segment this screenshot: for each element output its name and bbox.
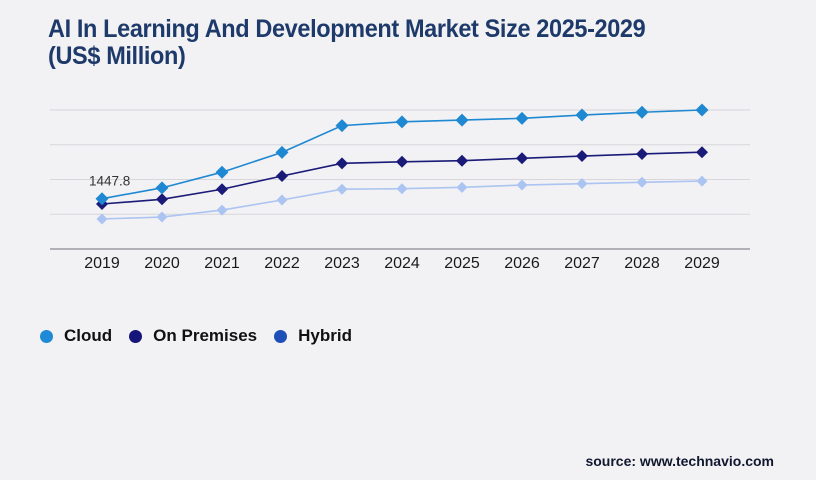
- legend-label-cloud: Cloud: [64, 326, 113, 345]
- legend-marker-on-premises-icon: [129, 329, 143, 343]
- data-point-hybrid-2020: [156, 211, 168, 223]
- data-point-hybrid-2024: [396, 183, 408, 195]
- data-point-hybrid-2019: [96, 213, 108, 225]
- legend-item-on-premises: On Premises: [129, 326, 257, 346]
- legend-marker-hybrid-icon: [274, 329, 288, 343]
- data-point-on-premises-2023: [336, 157, 348, 170]
- x-axis-label: 2025: [444, 255, 480, 272]
- page-title-line2: (US$ Million): [48, 42, 186, 70]
- x-axis-label: 2029: [684, 255, 720, 272]
- data-point-hybrid-2022: [276, 194, 288, 206]
- data-point-cloud-2026: [515, 111, 529, 125]
- legend-marker-cloud-icon: [40, 329, 53, 343]
- x-axis-label: 2027: [564, 255, 600, 272]
- x-axis-label: 2021: [204, 255, 240, 272]
- data-point-hybrid-2023: [336, 183, 348, 195]
- data-point-cloud-2022: [275, 145, 289, 159]
- x-axis-label: 2022: [264, 255, 300, 272]
- data-point-on-premises-2027: [576, 150, 588, 163]
- data-point-on-premises-2025: [456, 154, 468, 167]
- data-point-cloud-2021: [215, 165, 229, 179]
- data-point-on-premises-2021: [216, 183, 228, 196]
- data-point-cloud-2019: [95, 192, 109, 206]
- x-axis-label: 2024: [384, 255, 420, 272]
- x-axis-label: 2019: [84, 255, 120, 272]
- chart-legend: Cloud On Premises Hybrid: [40, 326, 352, 346]
- data-point-hybrid-2025: [456, 181, 468, 193]
- annotation-value-label: 1447.8: [89, 174, 130, 189]
- data-point-on-premises-2022: [276, 170, 288, 183]
- data-point-hybrid-2021: [216, 204, 228, 216]
- data-point-cloud-2029: [695, 103, 709, 117]
- data-point-on-premises-2024: [396, 155, 408, 168]
- data-point-on-premises-2026: [516, 152, 528, 165]
- data-point-on-premises-2029: [696, 146, 708, 159]
- page-title-line1: AI In Learning And Development Market Si…: [48, 15, 646, 43]
- x-axis-label: 2028: [624, 255, 660, 272]
- data-point-hybrid-2026: [516, 179, 528, 191]
- page-title: AI In Learning And Development Market Si…: [48, 16, 762, 70]
- data-point-on-premises-2020: [156, 193, 168, 206]
- legend-item-hybrid: Hybrid: [274, 326, 352, 346]
- data-point-hybrid-2029: [696, 175, 708, 187]
- x-axis-label: 2020: [144, 255, 180, 272]
- data-point-hybrid-2028: [636, 176, 648, 188]
- data-point-hybrid-2027: [576, 178, 588, 190]
- x-axis-label: 2023: [324, 255, 360, 272]
- legend-label-hybrid: Hybrid: [298, 326, 352, 345]
- data-point-on-premises-2028: [636, 147, 648, 160]
- data-point-cloud-2027: [575, 108, 589, 122]
- data-point-cloud-2020: [155, 181, 169, 195]
- data-point-cloud-2025: [455, 113, 469, 127]
- data-point-cloud-2023: [335, 119, 349, 133]
- data-point-cloud-2028: [635, 105, 649, 119]
- data-point-cloud-2024: [395, 115, 409, 129]
- legend-item-cloud: Cloud: [40, 326, 112, 346]
- source-attribution: source: www.technavio.com: [585, 453, 774, 469]
- x-axis-label: 2026: [504, 255, 540, 272]
- legend-label-on-premises: On Premises: [153, 326, 258, 345]
